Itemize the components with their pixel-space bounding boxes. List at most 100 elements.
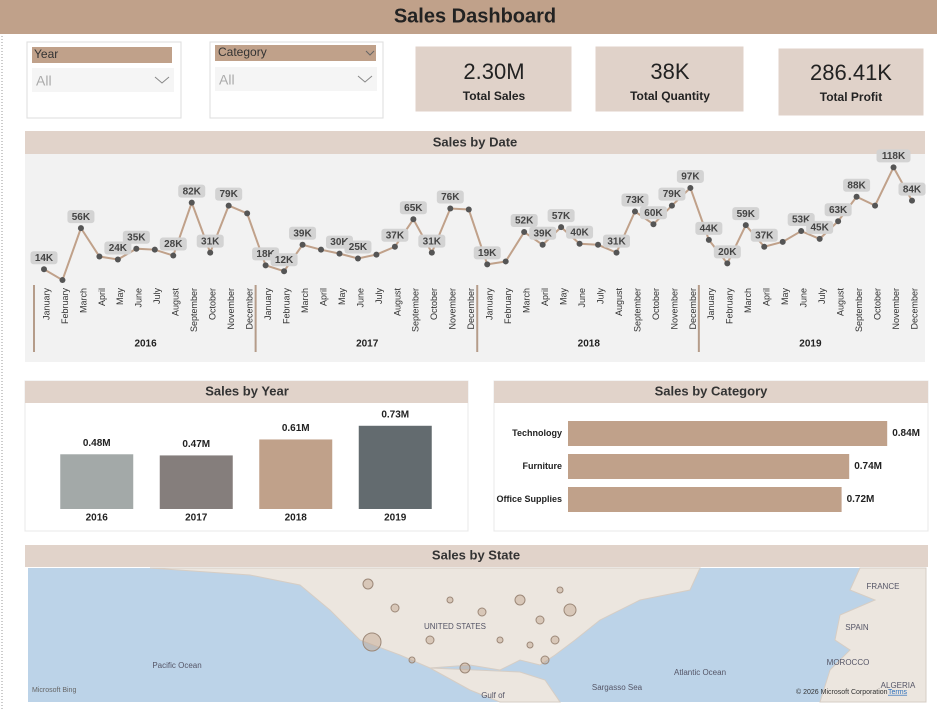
group-label: 2019: [799, 339, 822, 350]
chevron: [365, 50, 375, 56]
data-label: 0.47M: [182, 439, 210, 450]
card-label: Total Sales: [463, 89, 526, 103]
page-title: Sales Dashboard: [394, 5, 556, 27]
land: [149, 567, 701, 671]
map-label: FRANCE: [867, 582, 900, 591]
data-label: 20K: [718, 247, 737, 258]
point: [613, 249, 620, 256]
dropdown-value: All: [36, 73, 52, 89]
slicer-label: Category: [218, 45, 267, 59]
label-bg: [381, 228, 409, 242]
x-tick-label: February: [60, 288, 70, 325]
data-label: 52K: [515, 216, 534, 227]
x-tick-label: August: [392, 288, 402, 317]
label-bg: [676, 169, 704, 183]
data-label: 56K: [72, 212, 91, 223]
point: [244, 210, 251, 217]
point: [373, 251, 380, 258]
x-tick-label: June: [577, 288, 587, 308]
line: [43, 165, 913, 282]
x-tick-label: February: [281, 288, 291, 325]
label-bg: [824, 203, 852, 217]
point: [391, 243, 398, 250]
data-label: 0.48M: [83, 438, 111, 449]
point: [890, 164, 897, 171]
point: [59, 277, 66, 284]
x-tick-label: January: [706, 288, 716, 321]
label-bg: [67, 210, 95, 224]
card: [592, 43, 747, 115]
point: [631, 208, 638, 215]
x-tick-label: August: [171, 288, 181, 317]
group-label: 2018: [578, 339, 601, 350]
data-label: 18K: [256, 249, 275, 260]
card-label: Total Quantity: [630, 89, 710, 103]
point: [816, 235, 823, 242]
label-bg: [732, 207, 760, 221]
x-tick-label: March: [300, 288, 310, 313]
point: [96, 253, 103, 260]
map-attribution: © 2026 Microsoft Corporation: [796, 688, 888, 696]
x-tick-label: 2017: [185, 513, 208, 524]
label-bg: [399, 201, 427, 215]
x-tick-label: September: [854, 288, 864, 332]
x-tick-label: May: [558, 288, 568, 306]
point: [705, 236, 712, 243]
map-terms[interactable]: Terms: [888, 689, 908, 696]
bar: [568, 421, 888, 446]
label-bg: [418, 234, 446, 248]
point: [761, 243, 768, 250]
data-label: 79K: [663, 189, 682, 200]
data-label: 0.84M: [892, 428, 920, 439]
point: [281, 268, 288, 275]
panel-header: [494, 381, 928, 403]
x-tick-label: November: [226, 288, 236, 330]
chevron: [357, 75, 373, 83]
bar: [568, 487, 842, 512]
data-label: 44K: [700, 224, 719, 235]
x-tick-label: September: [189, 288, 199, 332]
point: [909, 197, 915, 204]
x-tick-label: January: [485, 288, 495, 321]
x-tick-label: October: [651, 288, 661, 320]
data-label: 25K: [349, 242, 368, 253]
dropdown[interactable]: [32, 68, 174, 92]
x-tick-label: April: [318, 288, 328, 306]
bar: [259, 439, 333, 509]
data-label: 65K: [404, 203, 423, 214]
point: [133, 245, 140, 252]
point: [484, 261, 491, 268]
data-label: 63K: [829, 205, 848, 216]
x-tick-label: September: [411, 288, 421, 332]
label-bg: [436, 190, 464, 204]
point: [687, 184, 694, 191]
y-tick-label: Office Supplies: [496, 494, 562, 504]
group-label: 2017: [356, 339, 379, 350]
label-bg: [510, 214, 538, 228]
label-bg: [898, 182, 926, 196]
label-bg: [603, 234, 631, 248]
card: [775, 45, 927, 119]
map-label: UNITED STATES: [424, 622, 486, 631]
point: [502, 258, 509, 265]
data-label: 57K: [552, 211, 571, 222]
point: [410, 216, 417, 223]
land: [819, 567, 927, 703]
x-tick-label: November: [669, 288, 679, 330]
data-label: 0.72M: [847, 494, 875, 505]
point: [465, 206, 472, 213]
point: [77, 225, 84, 232]
point: [41, 266, 47, 273]
x-tick-label: May: [115, 288, 125, 306]
dropdown[interactable]: [215, 67, 377, 91]
label-bg: [215, 187, 243, 201]
point: [835, 218, 842, 225]
data-label: 19K: [478, 248, 497, 259]
point: [428, 249, 435, 256]
x-tick-label: April: [762, 288, 772, 306]
map-label: Sargasso Sea: [592, 683, 643, 692]
point: [576, 240, 583, 247]
data-label: 45K: [810, 223, 829, 234]
label-bg: [621, 193, 649, 207]
x-tick-label: December: [909, 288, 919, 330]
